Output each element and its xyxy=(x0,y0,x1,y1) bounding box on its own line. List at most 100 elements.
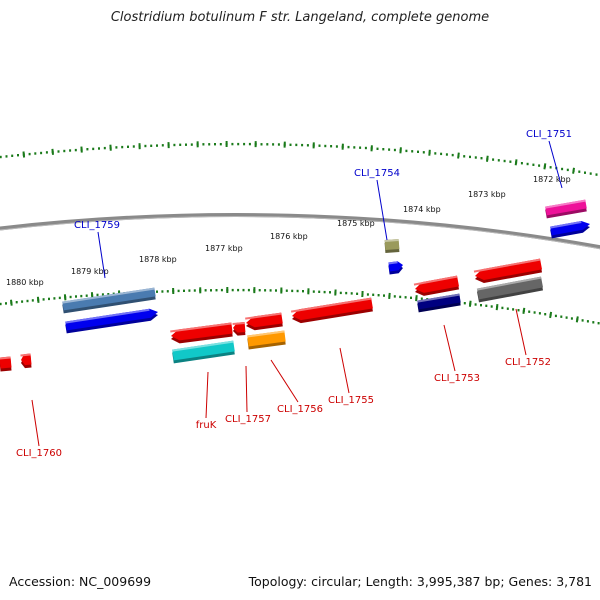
scale-dot xyxy=(318,144,321,147)
scale-dot xyxy=(243,142,246,146)
scale-dot xyxy=(376,147,379,150)
scale-dot xyxy=(382,148,385,151)
scale-dot xyxy=(497,159,500,162)
scale-dot xyxy=(264,289,267,292)
scale-dot xyxy=(335,145,338,148)
scale-dot xyxy=(193,289,196,292)
scale-dot xyxy=(509,160,512,163)
scale-dot xyxy=(329,291,331,294)
gene-cli-1756[interactable] xyxy=(247,330,286,350)
scale-dot xyxy=(202,143,205,146)
gene-cli-1752[interactable] xyxy=(476,276,543,303)
scale-dot xyxy=(440,152,443,156)
scale-dot xyxy=(417,150,419,153)
scale-dot xyxy=(57,150,60,153)
scale-dot xyxy=(115,146,118,149)
scale-dot xyxy=(291,289,294,293)
gene-label[interactable]: CLI_1760 xyxy=(16,448,62,459)
scale-dot xyxy=(474,156,477,159)
gene-cli-1753[interactable] xyxy=(417,293,461,313)
scale-dot xyxy=(324,144,327,148)
gene-cli-1757[interactable] xyxy=(232,322,246,336)
scale-dot xyxy=(339,291,342,295)
gene-cli-1760b[interactable] xyxy=(20,353,32,369)
scale-label: 1877 kbp xyxy=(205,244,243,253)
gene-label[interactable]: fruK xyxy=(196,420,217,431)
gene-leader-line xyxy=(270,359,299,403)
gene-leader-line xyxy=(376,179,388,241)
scale-dot xyxy=(383,294,385,297)
scale-major-tick xyxy=(399,147,402,154)
gene-cli-1759-upper[interactable] xyxy=(62,287,156,314)
gene-highlight xyxy=(245,312,282,320)
scale-dot xyxy=(248,142,251,146)
gene-fruk[interactable] xyxy=(172,340,235,364)
gene-label[interactable]: CLI_1754 xyxy=(354,168,400,179)
gene-fruk-upper[interactable] xyxy=(170,322,233,344)
gene-label[interactable]: CLI_1756 xyxy=(277,404,323,415)
gene-cli-1753-upper[interactable] xyxy=(413,275,459,296)
scale-dot xyxy=(485,304,488,307)
scale-major-tick xyxy=(495,303,499,311)
gene-cli-1752-upper[interactable] xyxy=(473,258,542,283)
scale-dot xyxy=(565,316,568,319)
gene-label[interactable]: CLI_1759 xyxy=(74,220,120,231)
gene-cli-1760[interactable] xyxy=(0,356,12,372)
gene-cli-1754[interactable] xyxy=(388,261,403,275)
gene-highlight xyxy=(65,308,150,324)
scale-dot xyxy=(31,299,34,302)
scale-major-tick xyxy=(468,300,472,307)
scale-dot xyxy=(503,159,506,163)
scale-dot xyxy=(528,310,531,313)
scale-major-tick xyxy=(36,296,40,303)
scale-dot xyxy=(388,148,391,151)
scale-dot xyxy=(161,144,164,147)
gene-cli-1756-upper[interactable] xyxy=(245,312,283,331)
gene-label[interactable]: CLI_1755 xyxy=(328,395,374,406)
scale-dot xyxy=(183,289,185,292)
scale-dot xyxy=(480,304,482,307)
scale-major-tick xyxy=(522,307,526,314)
gene-body xyxy=(62,287,156,311)
scale-dot xyxy=(156,290,158,293)
scale-label: 1875 kbp xyxy=(337,219,375,228)
gene-label[interactable]: CLI_1751 xyxy=(526,129,572,140)
scale-dot xyxy=(210,289,212,292)
gene-cli-1755[interactable] xyxy=(290,297,373,324)
gene-label[interactable]: CLI_1753 xyxy=(434,373,480,384)
gene-label[interactable]: CLI_1757 xyxy=(225,414,271,425)
gene-highlight xyxy=(290,297,372,313)
gene-leader-line xyxy=(339,347,350,394)
scale-dot xyxy=(538,312,541,315)
scale-dot xyxy=(69,149,72,152)
scale-dot xyxy=(21,300,24,303)
scale-major-tick xyxy=(10,299,13,306)
scale-dot xyxy=(127,145,129,148)
gene-cli-1751-upper[interactable] xyxy=(545,199,587,219)
scale-dot xyxy=(295,143,298,147)
gene-body xyxy=(292,297,373,321)
scale-dot xyxy=(501,306,504,310)
scale-major-tick xyxy=(575,316,579,323)
scale-dot xyxy=(492,158,495,161)
gene-highlight xyxy=(413,275,458,286)
scale-dot xyxy=(312,290,315,293)
scale-dot xyxy=(101,293,104,296)
scale-dot xyxy=(372,293,375,296)
scale-dot xyxy=(85,294,88,297)
scale-dot xyxy=(404,296,407,299)
gene-label[interactable]: CLI_1752 xyxy=(505,357,551,368)
scale-dot xyxy=(34,152,37,155)
scale-dot xyxy=(301,143,304,147)
scale-dot xyxy=(86,148,89,151)
scale-label: 1876 kbp xyxy=(270,232,308,241)
gene-cli-1751[interactable] xyxy=(550,221,590,239)
gene-cli-1754-upper[interactable] xyxy=(384,239,400,253)
scale-dot xyxy=(188,289,191,292)
gene-cli-1759[interactable] xyxy=(65,308,158,334)
scale-dot xyxy=(289,143,292,146)
gene-leader-line xyxy=(205,371,209,419)
scale-dot xyxy=(554,314,557,318)
scale-dot xyxy=(538,164,541,167)
